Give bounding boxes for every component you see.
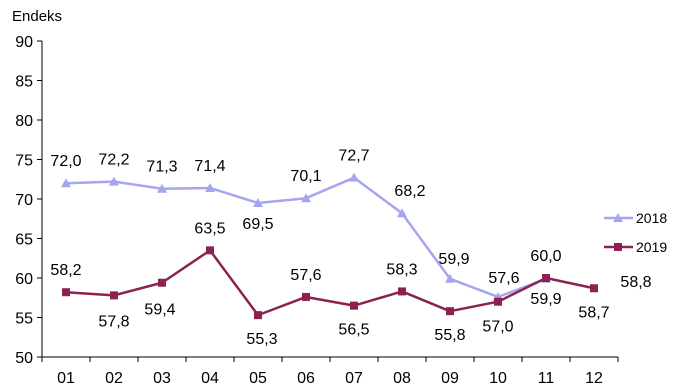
data-point-2019: [350, 301, 358, 310]
x-axis: 01 02 03 04 05 06 07 08 09 10 11 12: [41, 356, 619, 387]
x-tick-label: 12: [585, 370, 603, 387]
y-tick-label: 55: [15, 311, 33, 328]
data-point-2019: [494, 297, 502, 306]
x-tick-label: 11: [538, 370, 555, 387]
data-point-2019: [446, 307, 454, 316]
legend-label-2018: 2018: [636, 210, 667, 226]
y-tick-label: 85: [15, 74, 33, 91]
x-tick-label: 06: [297, 370, 315, 387]
data-label-2019: 58,2: [50, 262, 81, 279]
data-label-2019: 57,6: [290, 267, 321, 284]
data-point-2018: [349, 172, 359, 182]
y-axis: 50 55 60 65 70 75 80 85 90: [15, 34, 43, 367]
data-label-2018: 59,9: [438, 251, 469, 268]
data-label-2018: 71,3: [146, 159, 177, 176]
data-point-2018: [61, 178, 71, 188]
x-tick-label: 10: [489, 370, 507, 387]
x-tick-label: 05: [249, 370, 267, 387]
data-point-2019: [542, 274, 550, 282]
data-label-2018: 72,2: [98, 152, 129, 169]
data-point-2018: [157, 183, 167, 193]
data-label-2018: 68,2: [394, 183, 425, 200]
data-label-2019: 58,3: [386, 261, 417, 278]
legend: 2018 2019: [604, 210, 667, 255]
data-label-2019: 57,0: [482, 319, 513, 336]
legend-label-2019: 2019: [636, 239, 667, 255]
data-point-2019: [62, 288, 70, 297]
x-tick-label: 03: [153, 370, 171, 387]
data-point-2019: [158, 278, 166, 287]
data-label-2018: 72,7: [338, 148, 369, 165]
data-point-2018: [253, 197, 263, 207]
plot-area: [61, 172, 598, 320]
x-tick-label: 09: [441, 370, 459, 387]
y-tick-label: 80: [15, 113, 33, 130]
y-tick-label: 70: [15, 192, 33, 209]
data-label-2018: 71,4: [194, 158, 225, 175]
x-tick-label: 01: [57, 370, 75, 387]
y-tick-label: 60: [15, 271, 33, 288]
data-point-2019: [110, 291, 118, 300]
y-tick-label: 75: [15, 153, 33, 170]
data-label-2019: 63,5: [194, 220, 225, 237]
y-tick-label: 65: [15, 232, 33, 249]
data-label-2018: 59,9: [530, 291, 561, 308]
annotation-label: 58,8: [620, 274, 651, 291]
data-label-2019: 55,3: [246, 331, 277, 348]
data-point-2018: [301, 193, 311, 203]
data-point-2018: [205, 182, 215, 192]
series-line-2019: [65, 249, 595, 317]
data-labels: 72,0 72,2 71,3 71,4 69,5 70,1 72,7 68,2 59,9 57,6…: [50, 148, 651, 348]
data-label-2018: 69,5: [242, 216, 273, 233]
legend-marker-2018: [613, 213, 623, 222]
x-tick-label: 02: [105, 370, 123, 387]
data-label-2018: 72,0: [50, 153, 81, 170]
data-label-2019: 56,5: [338, 322, 369, 339]
y-tick-label: 90: [15, 34, 33, 51]
data-label-2019: 55,8: [434, 327, 465, 344]
y-tick-label: 50: [15, 350, 33, 367]
x-tick-label: 04: [201, 370, 219, 387]
data-label-2018: 70,1: [290, 168, 321, 185]
data-point-2019: [398, 287, 406, 296]
x-tick-label: 07: [345, 370, 363, 387]
data-point-2019: [302, 292, 310, 301]
data-label-2018: 57,6: [488, 270, 519, 287]
data-point-2019: [590, 284, 598, 293]
legend-marker-2019: [614, 243, 622, 251]
data-point-2018: [397, 208, 407, 218]
y-axis-title: Endeks: [12, 8, 62, 25]
data-point-2019: [206, 246, 214, 255]
data-point-2019: [254, 311, 262, 320]
data-label-2019: 58,7: [578, 304, 609, 321]
data-label-2019: 59,4: [144, 302, 175, 319]
data-label-2019: 60,0: [530, 248, 561, 265]
data-label-2019: 57,8: [98, 313, 129, 330]
x-tick-label: 08: [393, 370, 411, 387]
data-point-2018: [445, 273, 455, 283]
data-point-2018: [109, 176, 119, 186]
